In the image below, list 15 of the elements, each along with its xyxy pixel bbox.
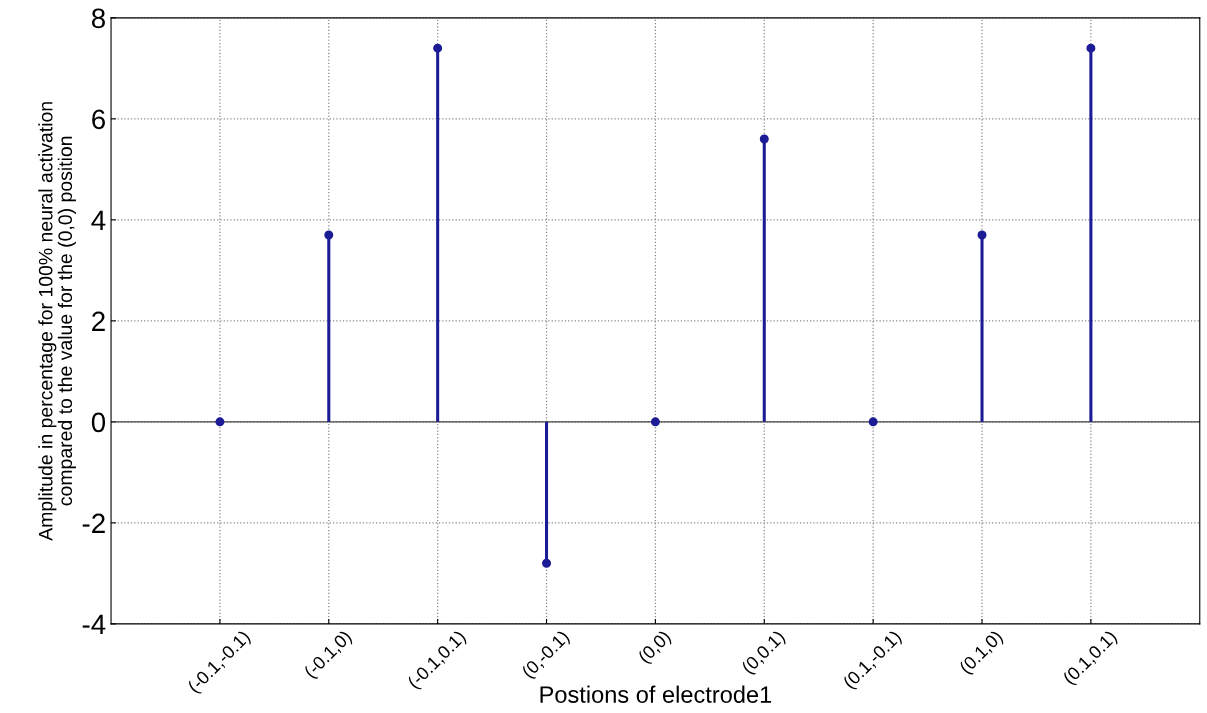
point <box>1086 43 1096 53</box>
point <box>433 43 443 53</box>
point <box>324 230 334 240</box>
y-tick-label: -2 <box>82 513 105 533</box>
point <box>759 134 769 144</box>
point <box>977 230 987 240</box>
y-tick-label: 8 <box>91 8 105 29</box>
y-tick-label: 2 <box>92 311 105 331</box>
point <box>542 558 552 568</box>
y-axis-title: Amplitude in percentage for 100% neural activation compared to the value for the (0,0) position <box>38 102 76 541</box>
x-axis-title: Postions of electrode1 <box>540 685 772 703</box>
y-tick-label: 4 <box>91 210 106 230</box>
y-tick-label: 0 <box>91 412 106 433</box>
y-tick-label: 6 <box>92 109 105 130</box>
y-tick-label: -4 <box>82 614 106 634</box>
